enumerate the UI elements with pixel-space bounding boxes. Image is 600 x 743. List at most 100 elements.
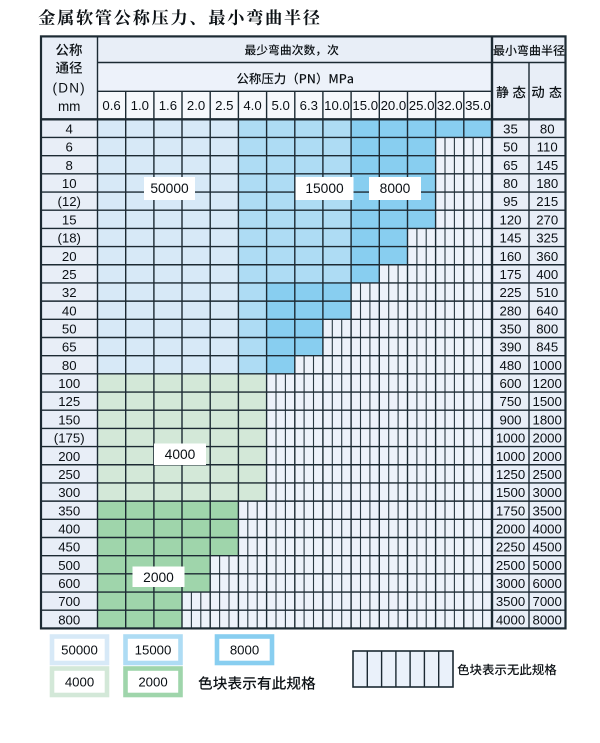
svg-text:6000: 6000 [533, 576, 562, 591]
svg-text:8000: 8000 [230, 643, 259, 658]
svg-text:50000: 50000 [150, 181, 189, 196]
svg-text:4.0: 4.0 [243, 98, 261, 113]
svg-text:4500: 4500 [533, 540, 562, 555]
svg-text:2000: 2000 [138, 675, 167, 690]
svg-text:750: 750 [499, 394, 521, 409]
svg-text:50: 50 [62, 322, 77, 337]
svg-text:300: 300 [58, 485, 80, 500]
svg-text:1000: 1000 [533, 358, 562, 373]
svg-text:480: 480 [499, 358, 521, 373]
svg-text:(DN): (DN) [53, 80, 86, 95]
svg-text:35: 35 [503, 122, 518, 137]
svg-text:1.6: 1.6 [159, 98, 177, 113]
svg-text:280: 280 [499, 303, 521, 318]
svg-text:1000: 1000 [496, 449, 525, 464]
svg-text:390: 390 [499, 340, 521, 355]
svg-text:6.3: 6.3 [300, 98, 318, 113]
svg-text:2000: 2000 [496, 522, 525, 537]
svg-text:8: 8 [66, 158, 73, 173]
svg-text:4000: 4000 [533, 522, 562, 537]
svg-text:1500: 1500 [496, 485, 525, 500]
svg-text:0.6: 0.6 [102, 98, 120, 113]
svg-text:25.0: 25.0 [409, 98, 435, 113]
svg-text:(18): (18) [57, 231, 80, 246]
svg-text:1800: 1800 [533, 412, 562, 427]
svg-text:1750: 1750 [496, 503, 525, 518]
svg-text:2500: 2500 [496, 558, 525, 573]
svg-text:900: 900 [499, 412, 521, 427]
svg-text:800: 800 [536, 322, 558, 337]
svg-text:65: 65 [62, 340, 77, 355]
svg-text:150: 150 [58, 412, 80, 427]
svg-text:8000: 8000 [380, 181, 411, 196]
svg-text:4000: 4000 [496, 612, 525, 627]
svg-text:2.5: 2.5 [215, 98, 233, 113]
svg-text:6: 6 [66, 140, 73, 155]
svg-text:400: 400 [536, 267, 558, 282]
svg-text:20: 20 [62, 249, 77, 264]
svg-text:600: 600 [58, 576, 80, 591]
svg-text:65: 65 [503, 158, 518, 173]
svg-text:640: 640 [536, 303, 558, 318]
svg-text:5000: 5000 [533, 558, 562, 573]
svg-text:80: 80 [540, 122, 555, 137]
svg-text:15000: 15000 [135, 643, 172, 658]
svg-text:80: 80 [62, 358, 77, 373]
svg-text:3500: 3500 [496, 594, 525, 609]
svg-text:1000: 1000 [496, 431, 525, 446]
svg-text:125: 125 [58, 394, 80, 409]
svg-text:32: 32 [62, 285, 77, 300]
svg-text:600: 600 [499, 376, 521, 391]
svg-text:2000: 2000 [533, 449, 562, 464]
svg-text:100: 100 [58, 376, 80, 391]
svg-text:4: 4 [66, 122, 73, 137]
svg-text:15: 15 [62, 212, 77, 227]
svg-text:180: 180 [536, 176, 558, 191]
svg-text:2250: 2250 [496, 540, 525, 555]
svg-text:350: 350 [499, 322, 521, 337]
svg-text:120: 120 [499, 212, 521, 227]
svg-text:(12): (12) [57, 194, 80, 209]
svg-text:15000: 15000 [305, 181, 344, 196]
svg-text:50000: 50000 [61, 643, 98, 658]
svg-text:(175): (175) [54, 431, 85, 446]
svg-text:32.0: 32.0 [437, 98, 463, 113]
svg-text:8000: 8000 [533, 612, 562, 627]
svg-text:175: 175 [499, 267, 521, 282]
svg-text:360: 360 [536, 249, 558, 264]
svg-text:50: 50 [503, 140, 518, 155]
svg-text:1.0: 1.0 [131, 98, 149, 113]
svg-text:4000: 4000 [65, 675, 94, 690]
svg-text:10: 10 [62, 176, 77, 191]
svg-text:20.0: 20.0 [381, 98, 407, 113]
svg-text:2500: 2500 [533, 467, 562, 482]
svg-text:110: 110 [537, 140, 558, 155]
svg-text:500: 500 [58, 558, 80, 573]
svg-text:225: 225 [499, 285, 521, 300]
svg-text:3000: 3000 [496, 576, 525, 591]
svg-text:1200: 1200 [533, 376, 562, 391]
svg-text:510: 510 [536, 285, 558, 300]
svg-text:350: 350 [58, 503, 80, 518]
svg-text:3000: 3000 [533, 485, 562, 500]
svg-text:15.0: 15.0 [352, 98, 378, 113]
svg-text:145: 145 [536, 158, 558, 173]
svg-text:325: 325 [536, 231, 558, 246]
svg-text:4000: 4000 [165, 447, 196, 462]
svg-text:270: 270 [536, 212, 558, 227]
svg-text:2000: 2000 [533, 431, 562, 446]
svg-text:7000: 7000 [533, 594, 562, 609]
svg-text:80: 80 [503, 176, 518, 191]
svg-text:10.0: 10.0 [324, 98, 350, 113]
svg-text:95: 95 [503, 194, 518, 209]
svg-text:845: 845 [536, 340, 558, 355]
svg-text:450: 450 [58, 540, 80, 555]
svg-text:700: 700 [58, 594, 80, 609]
svg-text:40: 40 [62, 303, 77, 318]
svg-text:1250: 1250 [496, 467, 525, 482]
svg-text:215: 215 [536, 194, 558, 209]
svg-text:145: 145 [499, 231, 521, 246]
svg-text:2.0: 2.0 [187, 98, 205, 113]
svg-text:400: 400 [58, 522, 80, 537]
svg-text:3500: 3500 [533, 503, 562, 518]
